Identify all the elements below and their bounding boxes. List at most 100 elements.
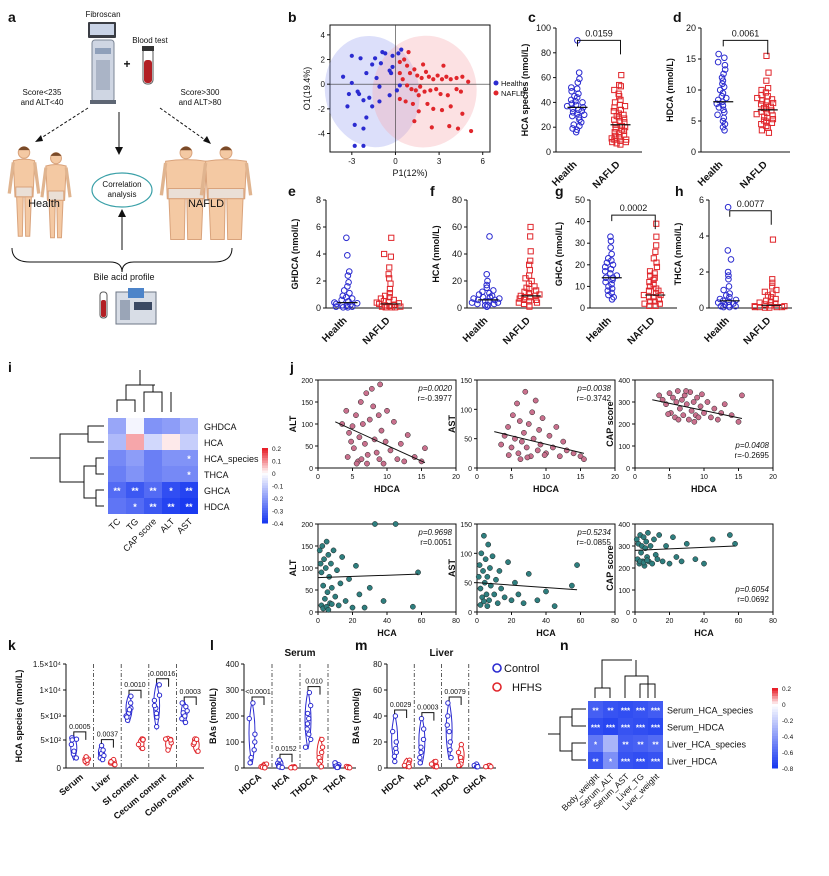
significance-stars: **	[149, 486, 157, 496]
significance-stars: **	[185, 486, 193, 496]
data-point	[246, 715, 252, 722]
heatmap-cell	[648, 735, 663, 752]
y-tick-label: 150	[460, 522, 472, 529]
data-point	[483, 270, 491, 278]
r-value-label: r=0.0051	[420, 538, 452, 547]
y-tick-label: 0	[691, 147, 696, 157]
data-point	[425, 101, 430, 107]
data-point	[656, 532, 663, 538]
y-tick-label: 100	[301, 422, 313, 429]
r-value-label: r=-0.3977	[418, 394, 453, 403]
data-point	[575, 69, 583, 76]
row-label: GHCA	[204, 486, 230, 496]
data-point	[486, 233, 493, 240]
data-point	[366, 584, 373, 591]
data-point	[541, 452, 548, 458]
data-point	[182, 713, 188, 719]
data-point	[162, 736, 169, 742]
y-tick-label: 40	[575, 217, 585, 227]
y-tick-label: 40	[452, 249, 462, 259]
left-rule-1: Score<235	[23, 88, 62, 97]
data-point	[319, 744, 326, 750]
data-point	[765, 69, 772, 76]
data-point	[490, 300, 498, 308]
data-point	[533, 296, 540, 303]
y-tick-label: 5×10³	[40, 712, 61, 721]
data-point	[483, 284, 491, 292]
data-point	[475, 573, 482, 580]
data-point	[498, 585, 504, 592]
significance-bracket	[611, 214, 656, 230]
data-point	[364, 451, 371, 458]
data-point	[708, 414, 714, 421]
dashed-arrow-left	[37, 107, 89, 141]
data-point	[415, 73, 420, 78]
colorbar-label: -0.4	[782, 734, 794, 741]
data-point	[607, 244, 614, 251]
x-tick-label: NAFLD	[742, 315, 774, 347]
data-point	[153, 723, 160, 730]
heatmap-cell	[618, 735, 633, 752]
data-point	[394, 456, 401, 463]
data-point	[756, 299, 763, 306]
data-point	[722, 292, 730, 299]
heatmap-cell	[126, 482, 144, 498]
data-point	[769, 279, 776, 286]
y-tick-label: 15	[686, 54, 696, 64]
data-point	[319, 736, 325, 743]
y-tick-label: 50	[464, 437, 472, 444]
data-point	[488, 764, 494, 770]
x-tick-label: 10	[700, 474, 708, 481]
data-point	[445, 700, 451, 706]
colorbar-segment	[262, 450, 268, 454]
heatmap-cell	[162, 418, 180, 434]
heatmap-cell	[126, 418, 144, 434]
significance-stars: *	[609, 758, 613, 767]
data-point	[306, 689, 313, 696]
heatmap-cell	[180, 498, 198, 514]
x-tick-label: 20	[452, 474, 460, 481]
heatmap-cell	[162, 482, 180, 498]
hair-icon	[220, 146, 232, 151]
colorbar-segment	[772, 725, 778, 729]
data-point	[725, 272, 732, 279]
data-point	[387, 253, 394, 260]
colorbar-segment	[772, 712, 778, 716]
x-tick-label: NAFLD	[626, 315, 658, 347]
data-point	[653, 263, 661, 271]
data-point	[654, 556, 661, 563]
data-point	[645, 287, 653, 294]
y-tick-label: 5	[691, 116, 696, 126]
x-axis-title: HCA	[536, 628, 556, 638]
data-point	[487, 582, 494, 589]
significance-stars: ***	[621, 707, 631, 716]
data-point	[340, 74, 346, 79]
significance-bracket	[577, 39, 621, 55]
significance-bracket	[722, 39, 769, 55]
data-point	[697, 403, 704, 410]
data-point	[347, 765, 353, 771]
data-point	[339, 554, 345, 560]
data-point	[611, 86, 618, 94]
row-dendrogram	[30, 425, 104, 507]
data-point	[721, 61, 729, 69]
data-point	[477, 602, 484, 608]
colorbar-segment	[772, 696, 778, 700]
colorbar-segment	[772, 762, 778, 766]
y-axis-title: O1(19.4%)	[302, 67, 312, 111]
data-point	[735, 418, 742, 425]
y-tick-label: 0	[316, 303, 321, 313]
data-point	[670, 534, 676, 541]
data-point	[349, 80, 354, 86]
significance-stars: *	[594, 741, 598, 750]
colorbar-segment	[262, 470, 268, 474]
legs-icon	[168, 198, 204, 240]
data-point	[319, 543, 326, 549]
x-tick-label: 0	[475, 618, 479, 625]
data-point	[719, 77, 727, 84]
legend-nafld-marker	[493, 90, 499, 96]
data-point	[485, 541, 492, 548]
y-tick-label: 0	[309, 610, 313, 617]
colorbar-segment	[262, 448, 268, 451]
